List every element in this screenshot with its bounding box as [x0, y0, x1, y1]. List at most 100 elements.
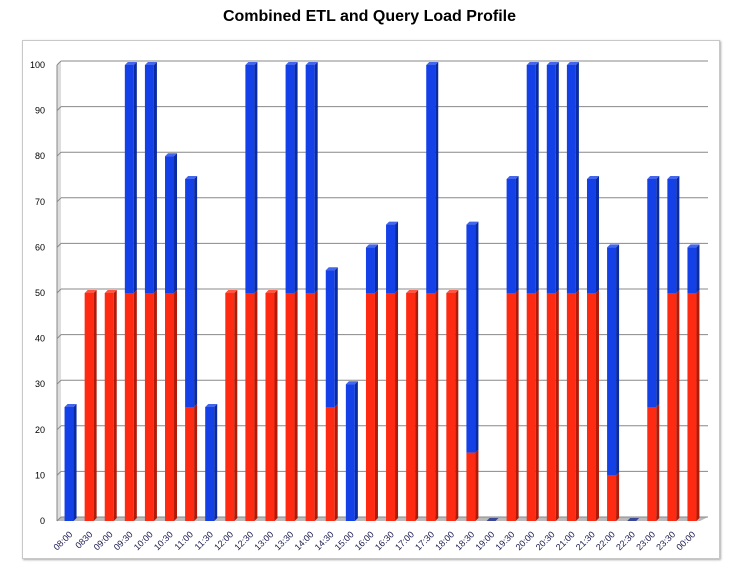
bar-side-blue — [515, 176, 519, 293]
bar-top — [84, 290, 97, 293]
bar-blue — [466, 224, 476, 453]
x-tick-label: 22:00 — [594, 529, 617, 552]
bar-side-blue — [475, 221, 479, 453]
y-tick-label: 10 — [35, 470, 45, 480]
bar-side-blue — [194, 176, 198, 407]
bar-blue — [365, 247, 375, 293]
y-tick-label: 30 — [35, 379, 45, 389]
bar-side-red — [294, 290, 298, 521]
x-tick-label: 00:00 — [674, 529, 697, 552]
bar-side-red — [174, 290, 178, 521]
x-tick-label: 13:30 — [272, 529, 295, 552]
y-tick-label: 70 — [35, 197, 45, 207]
bar-top — [647, 176, 660, 179]
x-tick-label: 08:00 — [51, 529, 74, 552]
bar-side-blue — [595, 176, 599, 293]
x-tick-label: 22:30 — [614, 529, 637, 552]
bar-blue — [185, 179, 195, 407]
bar-blue — [586, 179, 596, 293]
gridline-diag — [56, 334, 62, 339]
bar-side-blue — [656, 176, 660, 407]
bar-blue — [546, 65, 556, 293]
x-tick-label: 19:30 — [494, 529, 517, 552]
bar-red — [526, 293, 536, 521]
bar-top — [526, 62, 539, 65]
bar-top — [667, 176, 680, 179]
bar-side-red — [395, 290, 399, 521]
gridline-diag — [56, 516, 62, 522]
bar-blue — [526, 65, 536, 293]
bar-side-blue — [133, 62, 137, 293]
bar-side-red — [475, 449, 479, 521]
y-tick-label: 90 — [35, 106, 45, 116]
bar-blue — [165, 156, 175, 293]
bar-red — [144, 293, 154, 521]
bar-side-red — [696, 290, 700, 521]
x-tick-label: 09:30 — [112, 529, 135, 552]
x-tick-label: 10:00 — [132, 529, 155, 552]
bar-red — [104, 293, 114, 521]
bar-side-red — [616, 472, 620, 521]
bar-top — [546, 62, 559, 65]
gridline-diag — [56, 425, 62, 431]
bar-side-blue — [535, 62, 539, 293]
bar-red — [365, 293, 375, 521]
bar-top — [627, 518, 640, 521]
x-tick-label: 21:30 — [574, 529, 597, 552]
bar-blue — [325, 270, 335, 407]
bar-side-red — [535, 290, 539, 521]
bar-side-blue — [395, 221, 399, 293]
bar-side-blue — [334, 267, 338, 407]
bar-blue — [687, 247, 697, 293]
bar-red — [305, 293, 315, 521]
bar-red — [586, 293, 596, 521]
gridline-diag — [56, 288, 62, 294]
bar-red — [566, 293, 576, 521]
gridline-diag — [56, 60, 62, 66]
bar-blue — [667, 179, 677, 293]
bar-top — [265, 290, 278, 293]
x-tick-label: 12:30 — [232, 529, 255, 552]
x-tick-label: 11:30 — [193, 529, 216, 552]
bar-top — [165, 153, 178, 157]
x-tick-label: 19:00 — [473, 529, 496, 552]
x-tick-label: 23:00 — [634, 529, 657, 552]
bar-side-blue — [314, 62, 318, 293]
bar-red — [325, 407, 335, 521]
x-tick-label: 18:30 — [453, 529, 476, 552]
y-tick-label: 60 — [35, 242, 45, 252]
x-tick-label: 16:30 — [373, 529, 396, 552]
bar-side-blue — [354, 381, 358, 521]
bar-top — [185, 176, 198, 179]
x-tick-label: 20:00 — [514, 529, 537, 552]
bar-side-blue — [374, 244, 378, 293]
bar-side-blue — [616, 244, 620, 476]
bar-top — [506, 176, 519, 179]
bar-red — [124, 293, 134, 521]
bar-red — [245, 293, 255, 521]
x-tick-label: 13:00 — [252, 529, 275, 552]
bar-side-blue — [214, 404, 218, 521]
bar-blue — [426, 65, 436, 293]
gridline-diag — [56, 243, 62, 248]
x-tick-label: 0830 — [73, 529, 94, 550]
bar-top — [486, 518, 499, 521]
bar-side-blue — [435, 62, 439, 293]
bar-side-red — [153, 290, 157, 521]
bar-top — [225, 290, 238, 293]
bar-top — [325, 267, 338, 271]
bar-side-red — [334, 404, 338, 521]
bar-side-red — [555, 290, 559, 521]
bar-side-red — [656, 404, 660, 521]
bar-red — [466, 452, 476, 521]
bar-side-red — [515, 290, 519, 521]
y-tick-label: 100 — [30, 60, 45, 70]
bar-top — [104, 290, 117, 293]
gridline-diag — [56, 106, 62, 111]
bar-side-blue — [696, 244, 700, 293]
bar-blue — [647, 179, 657, 407]
bar-top — [406, 290, 419, 293]
bar-blue — [64, 407, 74, 521]
y-tick-label: 20 — [35, 425, 45, 435]
